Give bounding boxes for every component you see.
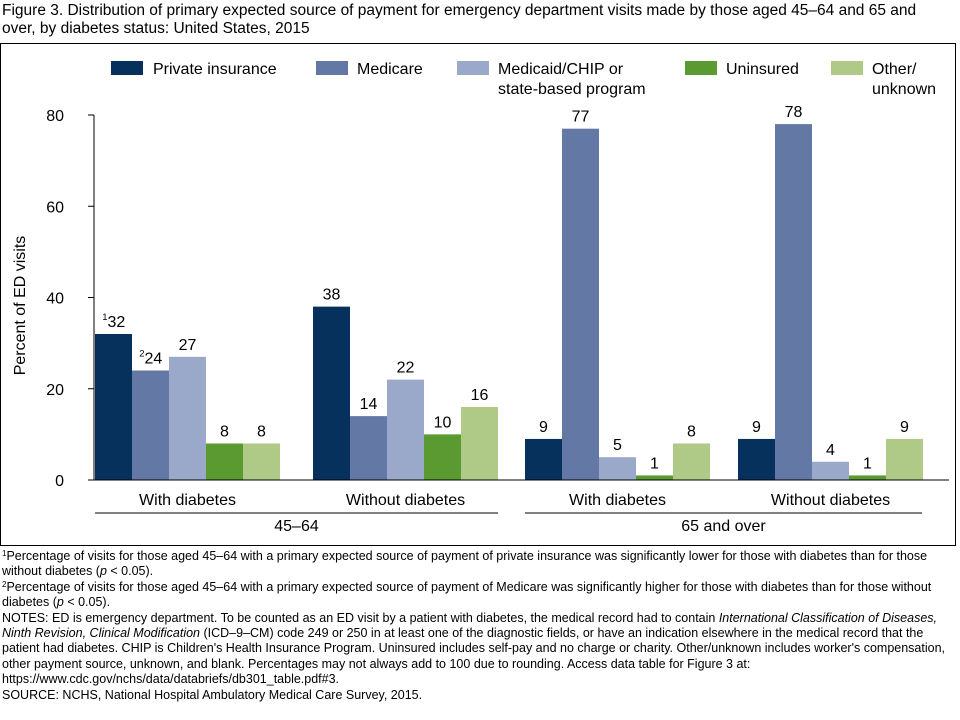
footnote-marker: 1 [102, 312, 107, 323]
legend-swatch [685, 61, 717, 75]
legend-swatch [111, 61, 143, 75]
data-label: 27 [179, 337, 197, 354]
legend-swatch [831, 61, 863, 75]
bar [424, 434, 461, 480]
data-label: 9 [752, 419, 761, 436]
category-label: With diabetes [569, 492, 666, 509]
bar [673, 443, 710, 480]
y-tick-label: 20 [46, 382, 64, 399]
legend-label: Private insurance [153, 61, 277, 78]
bar [849, 475, 886, 480]
footnote-1-p: p [99, 564, 107, 579]
data-label: 24 [145, 351, 163, 368]
y-tick-label: 0 [55, 473, 64, 490]
footnote-2-marker: 2 [2, 579, 7, 589]
bar [525, 438, 562, 480]
data-label: 8 [257, 424, 266, 441]
data-label: 22 [397, 360, 415, 377]
data-label: 77 [572, 109, 590, 126]
legend-label: Medicaid/CHIP or [498, 61, 624, 78]
bar [243, 443, 280, 480]
data-label: 1 [863, 455, 872, 472]
data-label: 9 [900, 419, 909, 436]
bar [886, 438, 923, 480]
data-label: 9 [539, 419, 548, 436]
legend-swatch [316, 61, 348, 75]
data-label: 4 [826, 442, 835, 459]
bar [313, 306, 350, 480]
footnote-marker: 2 [139, 349, 144, 360]
notes-text-a: NOTES: ED is emergency department. To be… [2, 610, 719, 625]
footnote-2-tail: < 0.05). [63, 595, 111, 610]
data-label: 38 [323, 287, 341, 304]
category-label: Without diabetes [346, 492, 465, 509]
data-label: 8 [687, 424, 696, 441]
footnotes: 1Percentage of visits for those aged 45–… [2, 549, 952, 703]
footnote-1: 1Percentage of visits for those aged 45–… [2, 549, 952, 580]
footnote-2-text: Percentage of visits for those aged 45–6… [2, 579, 932, 610]
y-tick-label: 80 [46, 108, 64, 125]
bar [562, 128, 599, 480]
data-label: 16 [471, 387, 489, 404]
legend-label: Uninsured [726, 61, 799, 78]
bar [775, 124, 812, 480]
legend-label: state-based program [498, 81, 646, 98]
bar [95, 334, 132, 480]
legend-label: unknown [872, 81, 936, 98]
notes-paragraph: NOTES: ED is emergency department. To be… [2, 611, 952, 688]
bar [599, 457, 636, 480]
bar [812, 461, 849, 480]
data-label: 78 [785, 104, 803, 121]
y-tick-label: 60 [46, 199, 64, 216]
footnote-1-marker: 1 [2, 549, 7, 558]
bar [461, 407, 498, 480]
y-axis-label: Percent of ED visits [12, 236, 29, 376]
bar [132, 370, 169, 480]
legend-label: Other/ [872, 61, 917, 78]
data-label: 10 [434, 414, 452, 431]
footnote-2: 2Percentage of visits for those aged 45–… [2, 580, 952, 611]
data-label: 32 [108, 314, 126, 331]
bar [350, 416, 387, 480]
y-tick-label: 40 [46, 291, 64, 308]
legend-label: Medicare [357, 61, 423, 78]
group-label: 65 and over [681, 518, 766, 535]
bar [387, 379, 424, 480]
footnote-1-text: Percentage of visits for those aged 45–6… [2, 549, 928, 579]
footnote-1-tail: < 0.05). [106, 564, 154, 579]
bar [738, 438, 775, 480]
data-label: 8 [220, 424, 229, 441]
figure-title: Figure 3. Distribution of primary expect… [2, 2, 917, 37]
category-label: With diabetes [139, 492, 236, 509]
data-label: 5 [613, 437, 622, 454]
group-label: 45–64 [274, 518, 319, 535]
bar [169, 356, 206, 480]
notes-icd-title: International Classification of Diseases… [2, 610, 937, 641]
category-label: Without diabetes [771, 492, 890, 509]
data-label: 1 [650, 455, 659, 472]
chart-frame: 0 20 40 60 80 Percent of ED visits 1 32 2 24 27 8 8 W… [0, 43, 956, 546]
bar [206, 443, 243, 480]
legend-swatch [457, 61, 489, 75]
bar [636, 475, 673, 480]
source-line: SOURCE: NCHS, National Hospital Ambulato… [2, 687, 423, 702]
footnote-2-p: p [56, 595, 64, 610]
notes-text-b: (ICD–9–CM) code 249 or 250 in at least o… [2, 626, 945, 687]
data-label: 14 [360, 396, 378, 413]
